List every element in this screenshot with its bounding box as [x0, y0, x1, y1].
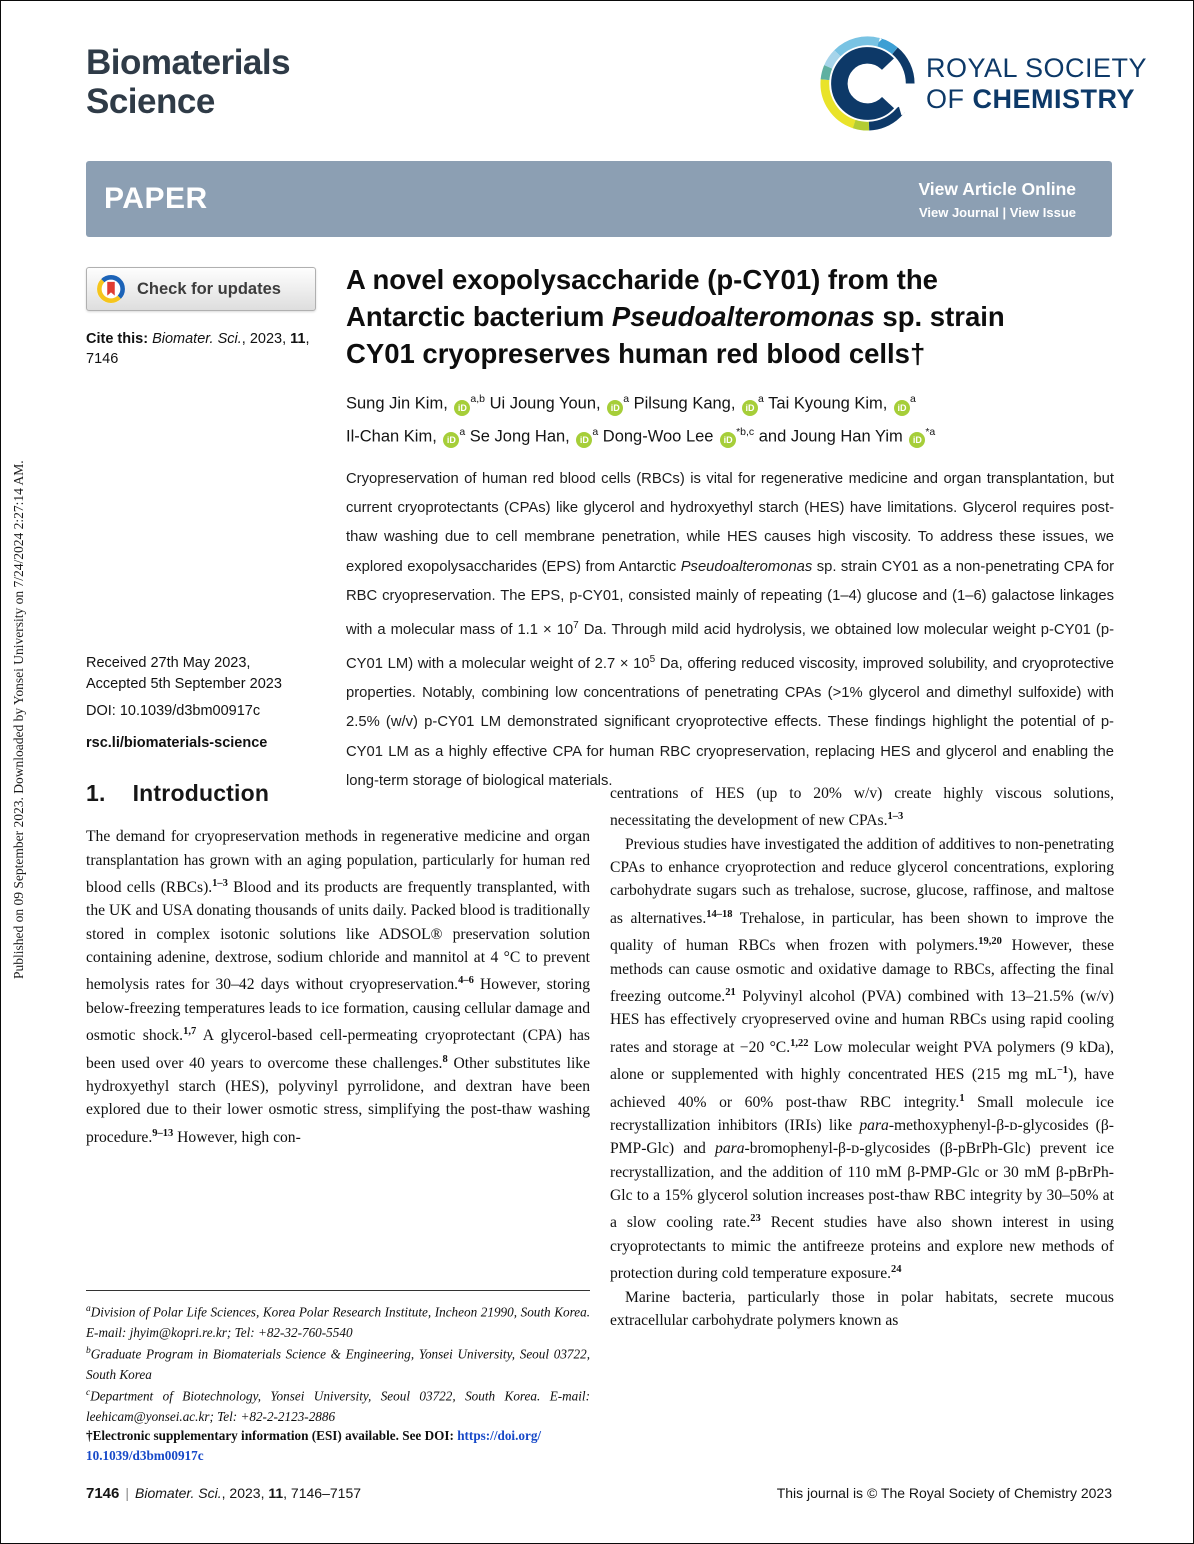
- rsc-logo: ROYAL SOCIETY OF CHEMISTRY: [819, 35, 1147, 132]
- esi-doi-link-2[interactable]: 10.1039/d3bm00917c: [86, 1448, 204, 1464]
- footer-citation: 7146 | Biomater. Sci., 2023, 11, 7146–7157: [86, 1485, 362, 1502]
- cite-this: Cite this: Biomater. Sci., 2023, 11, 7146: [86, 331, 310, 367]
- section-heading-introduction: 1. Introduction: [86, 780, 590, 806]
- footer-copyright: This journal is © The Royal Society of C…: [776, 1485, 1112, 1501]
- check-for-updates-button[interactable]: Check for updates: [86, 267, 316, 311]
- footnote-esi: †Electronic supplementary information (E…: [86, 1428, 542, 1464]
- page-footer: 7146 | Biomater. Sci., 2023, 11, 7146–7157…: [86, 1485, 1112, 1502]
- author-list: Sung Jin Kim, iDa,b Ui Joung Youn, iDa P…: [346, 385, 1118, 450]
- crossmark-icon: [96, 274, 126, 304]
- orcid-icon[interactable]: iD: [607, 399, 624, 416]
- orcid-icon[interactable]: iD: [443, 432, 460, 448]
- body-column-right: centrations of HES (up to 20% w/v) creat…: [610, 782, 1114, 1466]
- doi-label: DOI: 10.1039/d3bm00917c: [86, 703, 261, 719]
- article-title: A novel exopolysaccharide (p-CY01) from …: [346, 264, 1005, 369]
- article-type-label: PAPER: [104, 182, 208, 215]
- banner-links: View Article Online View Journal | View …: [918, 179, 1076, 220]
- esi-doi-link[interactable]: https://doi.org/: [457, 1428, 542, 1444]
- journal-homepage-link[interactable]: rsc.li/biomaterials-science: [86, 735, 268, 751]
- intro-paragraph: The demand for cryopreservation methods …: [86, 828, 590, 1146]
- section-number: 1.: [86, 780, 106, 806]
- check-for-updates-label: Check for updates: [137, 279, 281, 298]
- rsc-logo-line1: ROYAL SOCIETY: [926, 52, 1148, 83]
- orcid-icon[interactable]: iD: [893, 399, 910, 416]
- orcid-icon[interactable]: iD: [720, 432, 737, 448]
- view-journal-issue-links[interactable]: View Journal | View Issue: [918, 204, 1076, 220]
- article-type-banner: PAPER View Article Online View Journal |…: [86, 161, 1112, 237]
- view-article-online-link[interactable]: View Article Online: [918, 178, 1076, 199]
- section-title: Introduction: [132, 780, 270, 806]
- footnote-c: cDepartment of Biotechnology, Yonsei Uni…: [86, 1388, 590, 1424]
- footnote-b: bGraduate Program in Biomaterials Scienc…: [86, 1346, 590, 1382]
- footnote-a: aDivision of Polar Life Sciences, Korea …: [86, 1304, 590, 1340]
- publication-stamp: Published on 09 September 2023. Download…: [11, 460, 26, 979]
- intro-paragraph: Marine bacteria, particularly those in p…: [610, 1288, 1114, 1329]
- journal-title: Biomaterials Science: [86, 43, 291, 121]
- orcid-icon[interactable]: iD: [742, 399, 759, 416]
- orcid-icon[interactable]: iD: [909, 432, 926, 448]
- affiliation-footnotes: aDivision of Polar Life Sciences, Korea …: [86, 1290, 590, 1466]
- intro-paragraph: Previous studies have investigated the a…: [610, 835, 1114, 1283]
- rsc-logo-line2: OF CHEMISTRY: [926, 83, 1136, 114]
- abstract: Cryopreservation of human red blood cell…: [346, 471, 1115, 789]
- intro-paragraph: centrations of HES (up to 20% w/v) creat…: [610, 785, 1114, 830]
- orcid-icon[interactable]: iD: [576, 432, 593, 448]
- received-accepted-dates: Received 27th May 2023, Accepted 5th Sept…: [86, 655, 282, 692]
- rsc-logo-text: ROYAL SOCIETY OF CHEMISTRY: [926, 53, 1147, 115]
- rsc-c-swoosh-icon: [820, 36, 915, 131]
- body-columns: 1. Introduction The demand for cryopreser…: [86, 780, 1114, 1466]
- body-column-left: 1. Introduction The demand for cryopreser…: [86, 780, 590, 1466]
- orcid-icon[interactable]: iD: [454, 399, 471, 416]
